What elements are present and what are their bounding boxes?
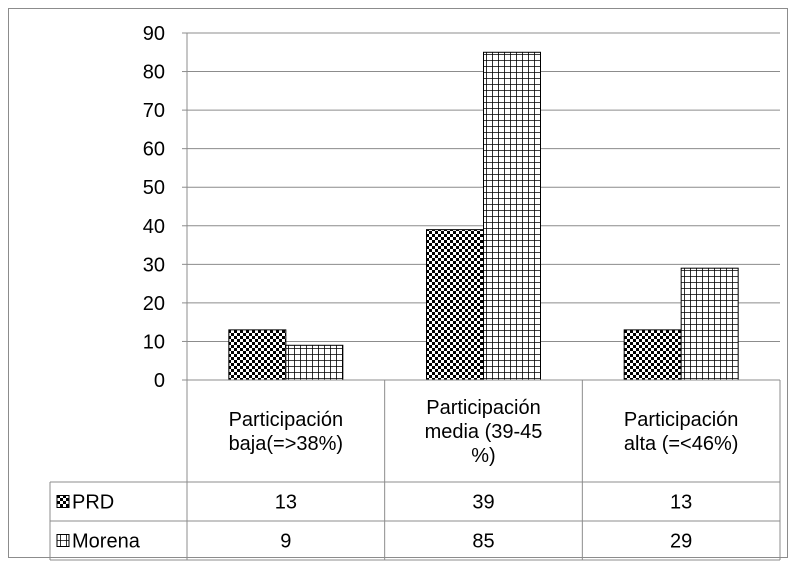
bar-morena-1 bbox=[285, 344, 344, 381]
bar-prd-3 bbox=[623, 329, 682, 381]
y-tick-label: 50 bbox=[143, 177, 165, 199]
y-tick-label: 20 bbox=[143, 293, 165, 315]
y-axis-ticks: 0 10 20 30 40 50 60 70 80 90 bbox=[143, 23, 165, 392]
category-label: Participación alta (=<46%) bbox=[624, 409, 739, 455]
category-label: Participación media (39-45%) bbox=[425, 397, 543, 467]
category-label: Participación baja(=>38%) bbox=[229, 409, 344, 455]
bar-morena-3 bbox=[680, 267, 739, 381]
y-tick-label: 40 bbox=[143, 216, 165, 238]
y-tick-label: 80 bbox=[143, 62, 165, 84]
y-tick-label: 60 bbox=[143, 139, 165, 161]
series-name-morena: Morena bbox=[72, 531, 141, 553]
data-label: 85 bbox=[472, 531, 494, 553]
bar-morena-2 bbox=[483, 51, 541, 381]
y-tick-label: 70 bbox=[143, 100, 165, 122]
data-label: 29 bbox=[670, 531, 692, 553]
y-tick-label: 0 bbox=[154, 370, 165, 392]
y-tick-label: 30 bbox=[143, 254, 165, 276]
y-tick-label: 10 bbox=[143, 331, 165, 353]
bars bbox=[228, 51, 739, 381]
legend-key-morena bbox=[56, 534, 70, 547]
chart-frame bbox=[8, 8, 788, 558]
data-label: 9 bbox=[280, 531, 291, 553]
data-label: 13 bbox=[670, 492, 692, 514]
y-tick-label: 90 bbox=[143, 23, 165, 45]
legend-key-prd bbox=[56, 495, 70, 508]
series-name-prd: PRD bbox=[72, 492, 114, 514]
data-label: 13 bbox=[275, 492, 297, 514]
data-table: Participación baja(=>38%) Participación med… bbox=[49, 379, 781, 561]
bar-prd-2 bbox=[426, 229, 484, 381]
bar-prd-1 bbox=[228, 329, 287, 381]
data-label: 39 bbox=[472, 492, 494, 514]
